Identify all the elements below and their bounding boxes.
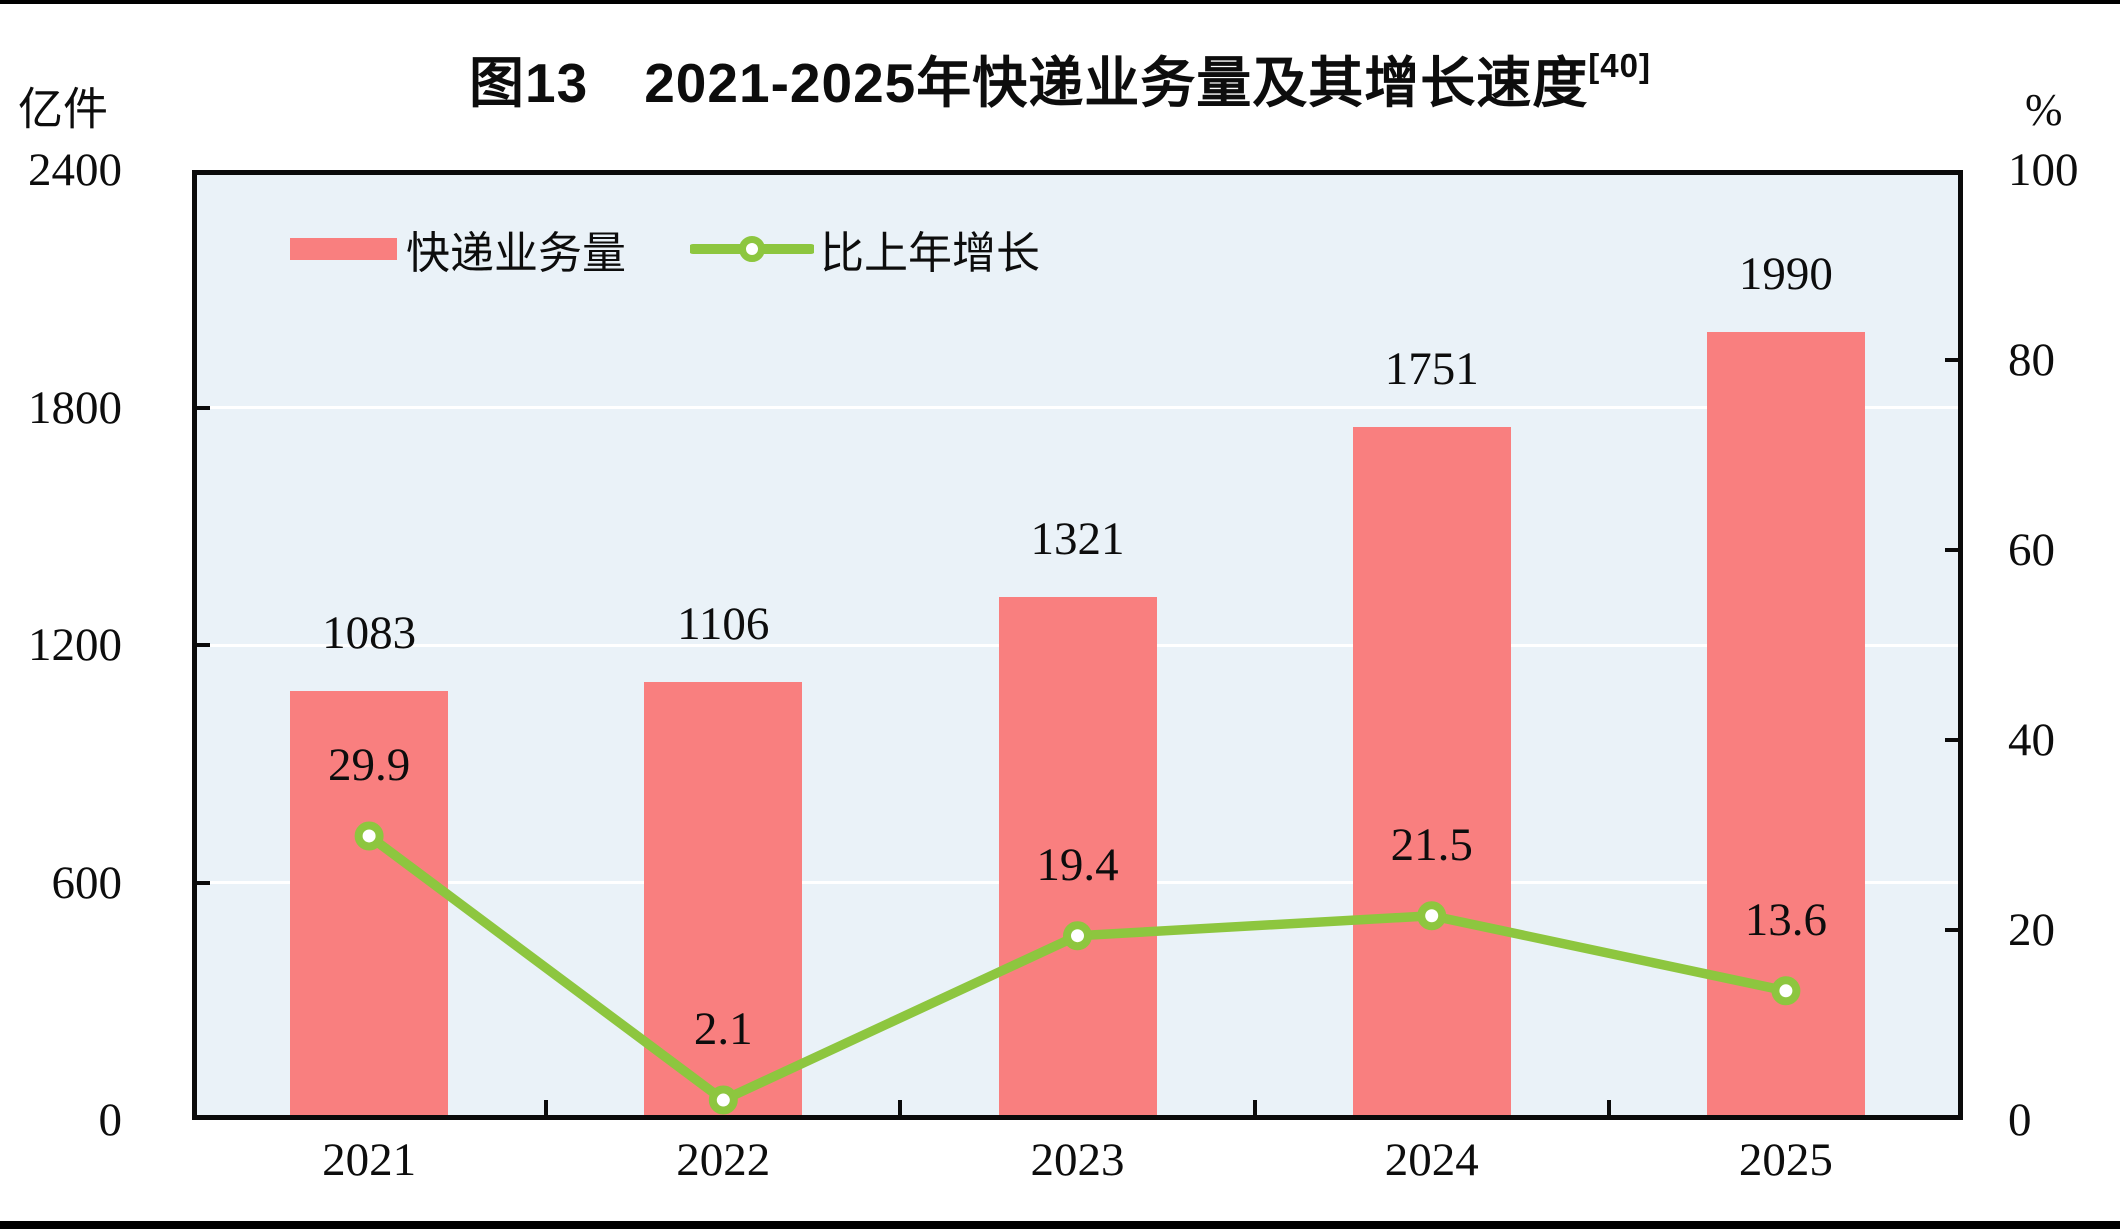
left-axis-tick (194, 880, 210, 885)
chart-title: 图13 2021-2025年快递业务量及其增长速度[40] (0, 38, 2120, 118)
x-axis-tick (1252, 1100, 1257, 1118)
bar-value-label: 1751 (1384, 342, 1479, 395)
x-axis-tick (898, 1100, 903, 1118)
legend-bar-swatch (290, 238, 397, 260)
growth-value-label: 21.5 (1390, 818, 1473, 871)
right-axis-tick-label: 80 (2008, 334, 2055, 386)
x-axis-category-label: 2024 (1384, 1134, 1479, 1186)
bottom-border-strip (0, 1221, 2120, 1229)
legend: 快递业务量 比上年增长 (290, 226, 1040, 278)
x-axis-tick (1606, 1100, 1611, 1118)
top-border-strip (0, 0, 2120, 4)
right-axis-tick-label: 60 (2008, 524, 2055, 576)
left-axis-tick-label: 1200 (28, 619, 122, 671)
growth-value-label: 29.9 (327, 738, 411, 791)
x-axis-category-label: 2022 (676, 1134, 771, 1186)
legend-bar-label: 快递业务量 (406, 229, 626, 278)
right-axis-tick (1945, 548, 1961, 552)
right-axis-tick-label: 0 (2008, 1094, 2032, 1146)
bar-value-label: 1106 (677, 598, 770, 651)
chart-title-text: 图13 2021-2025年快递业务量及其增长速度 (469, 52, 1589, 114)
left-axis-tick-label: 0 (98, 1094, 123, 1146)
bar (1352, 426, 1511, 1115)
left-axis-unit-label: 亿件 (18, 84, 109, 135)
bar-value-label: 1083 (322, 607, 417, 660)
bar-value-label: 1321 (1030, 513, 1125, 566)
x-axis-category-label: 2021 (322, 1134, 417, 1186)
left-axis-tick (194, 405, 210, 410)
left-axis-tick (194, 643, 210, 647)
gridline (197, 406, 1958, 409)
right-axis-unit-label: % (2025, 85, 2063, 135)
legend-line-swatch (690, 236, 814, 262)
left-axis-tick-label: 1800 (28, 381, 122, 434)
legend-line-label: 比上年增长 (820, 229, 1040, 278)
right-axis-tick (1945, 928, 1961, 932)
growth-value-label: 13.6 (1744, 893, 1828, 946)
right-axis-tick-label: 20 (2008, 904, 2055, 956)
growth-value-label: 2.1 (693, 1003, 753, 1056)
growth-value-label: 19.4 (1036, 838, 1119, 891)
x-axis-category-label: 2023 (1030, 1134, 1125, 1186)
left-axis-tick-label: 600 (51, 856, 123, 909)
bar-value-label: 1990 (1738, 248, 1833, 301)
right-axis-tick (1945, 358, 1961, 362)
left-axis-tick-label: 2400 (28, 144, 122, 196)
x-axis-tick (544, 1100, 549, 1118)
right-axis-tick (1945, 738, 1961, 742)
right-axis-tick-label: 40 (2008, 714, 2055, 766)
right-axis-tick-label: 100 (2008, 144, 2079, 196)
bar (1706, 332, 1865, 1115)
chart-title-superscript: [40] (1588, 46, 1651, 84)
x-axis-category-label: 2025 (1738, 1134, 1833, 1186)
